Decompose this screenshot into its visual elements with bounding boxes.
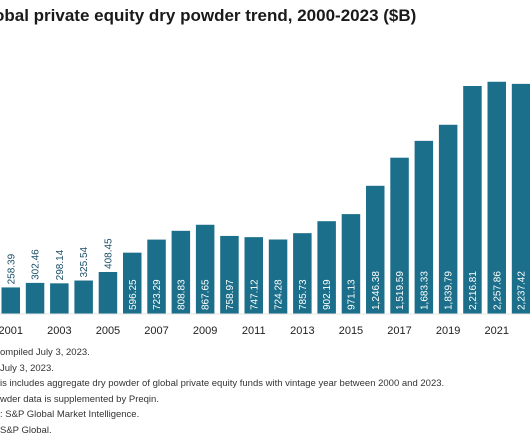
x-tick-label: 2009 (193, 325, 217, 337)
x-tick-label: 2001 (0, 325, 23, 337)
value-label-2022: 2,237.42 (517, 271, 528, 310)
bar-2011 (244, 237, 263, 314)
value-label-2001: 258.39 (6, 253, 17, 284)
value-label-2010: 758.97 (225, 279, 236, 310)
value-label-2020: 2,216.81 (468, 271, 479, 310)
bar-2008 (171, 230, 191, 314)
bars-group (1, 81, 530, 315)
value-label-2005: 408.45 (103, 238, 114, 269)
bar-2007 (147, 239, 166, 314)
bar-2022 (511, 83, 530, 315)
x-tick-label: 2003 (47, 325, 71, 337)
value-label-2019: 1,839.79 (444, 271, 455, 310)
value-label-2012: 724.28 (274, 279, 285, 310)
value-label-2008: 808.83 (176, 279, 187, 310)
note-line: S&P Global. (0, 424, 52, 436)
bar-2020 (463, 85, 482, 315)
value-label-2018: 1,683.33 (419, 271, 430, 310)
note-line: July 3, 2023. (0, 362, 54, 374)
chart-notes: ompiled July 3, 2023. July 3, 2023. is i… (0, 345, 530, 438)
value-label-2013: 785.73 (298, 279, 309, 310)
bar-2021 (487, 81, 506, 314)
x-tick-label: 2013 (290, 325, 314, 337)
value-label-2007: 723.29 (152, 279, 163, 310)
bar-2014 (317, 221, 336, 314)
bar-2010 (220, 235, 239, 314)
value-label-2015: 971.13 (346, 279, 357, 310)
bar-2001 (1, 287, 20, 314)
bar-2002 (25, 282, 45, 314)
value-label-2003: 298.14 (55, 249, 66, 280)
bar-2004 (74, 280, 93, 314)
bar-2017 (390, 157, 409, 314)
value-label-2004: 325.54 (79, 246, 90, 277)
x-tick-label: 2005 (96, 325, 120, 337)
bar-2006 (123, 252, 142, 314)
x-tick-label: 2011 (242, 325, 266, 337)
bar-chart: 258.39 302.46 298.14 325.54 408.45 596.25 723.… (0, 81, 530, 337)
value-label-2006: 596.25 (128, 279, 139, 310)
bar-2015 (341, 214, 361, 314)
value-label-2017: 1,519.59 (395, 271, 406, 310)
chart-title: obal private equity dry powder trend, 20… (0, 6, 417, 25)
x-tick-label: 2015 (339, 325, 363, 337)
x-tick-label: 2017 (387, 325, 411, 337)
value-label-2011: 747.12 (249, 279, 260, 310)
note-line: : S&P Global Market Intelligence. (0, 409, 140, 420)
bar-2016 (366, 185, 385, 314)
note-line: is includes aggregate dry powder of glob… (0, 378, 445, 389)
note-line: ompiled July 3, 2023. (0, 347, 90, 358)
value-label-2009: 867.65 (201, 279, 212, 310)
value-label-2021: 2,257.86 (492, 271, 503, 310)
x-tick-label: 2019 (436, 325, 460, 337)
bar-2003 (50, 283, 69, 314)
x-tick-label: 2007 (144, 325, 168, 337)
bar-2019 (438, 124, 458, 314)
bar-2005 (98, 271, 118, 314)
bar-2013 (293, 233, 312, 314)
note-line: wder data is supplemented by Preqin. (0, 393, 159, 405)
x-tick-label: 2021 (485, 325, 509, 337)
x-tick-labels-group: 2001 2003 2005 2007 2009 2011 2013 2015 2017 2019… (0, 325, 509, 337)
bar-2009 (195, 224, 215, 314)
bar-2012 (268, 239, 288, 314)
value-label-2002: 302.46 (31, 249, 42, 280)
value-label-2016: 1,246.38 (371, 271, 382, 310)
bar-2018 (414, 140, 434, 314)
value-labels-group: 258.39 302.46 298.14 325.54 408.45 596.25 723.… (6, 238, 527, 310)
value-label-2014: 902.19 (322, 279, 333, 310)
